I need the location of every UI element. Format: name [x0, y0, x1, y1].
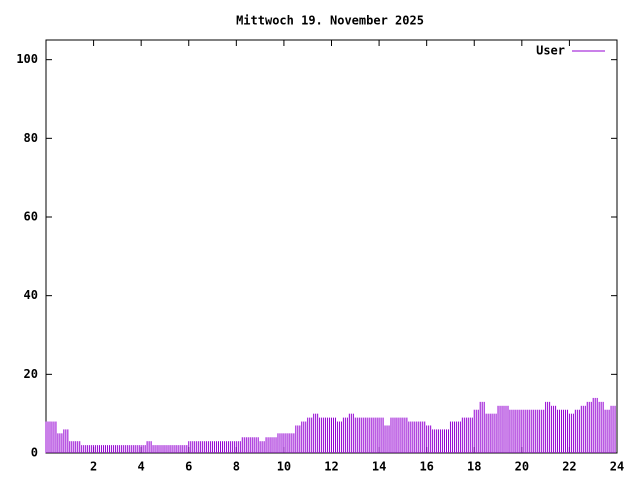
x-tick-label: 6	[185, 460, 192, 474]
x-tick-label: 24	[610, 460, 624, 474]
x-tick-label: 18	[467, 460, 481, 474]
y-tick-label: 80	[24, 131, 38, 145]
x-tick-label: 8	[233, 460, 240, 474]
x-tick-label: 10	[277, 460, 291, 474]
y-tick-label: 100	[16, 52, 38, 66]
x-tick-label: 16	[419, 460, 433, 474]
x-tick-label: 2	[90, 460, 97, 474]
legend-label: User	[536, 44, 565, 58]
y-tick-label: 60	[24, 210, 38, 224]
y-tick-label: 0	[31, 446, 38, 460]
chart-title: Mittwoch 19. November 2025	[236, 14, 424, 28]
x-tick-label: 20	[515, 460, 529, 474]
x-tick-label: 14	[372, 460, 386, 474]
y-tick-label: 40	[24, 288, 38, 302]
y-tick-label: 20	[24, 367, 38, 381]
x-tick-label: 12	[324, 460, 338, 474]
x-tick-label: 4	[138, 460, 145, 474]
x-tick-label: 22	[562, 460, 576, 474]
